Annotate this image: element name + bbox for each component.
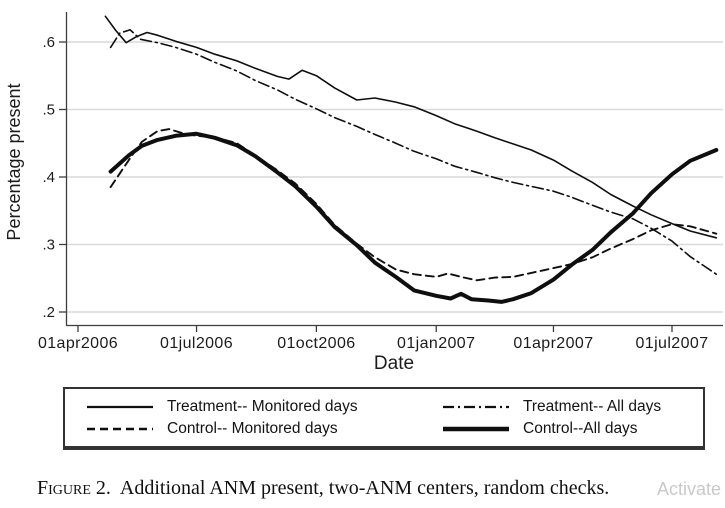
chart-legend: Treatment-- Monitored days Treatment-- A…	[63, 387, 705, 450]
caption-text: Additional ANM present, two-ANM centers,…	[119, 477, 610, 499]
svg-text:.6: .6	[42, 34, 55, 51]
svg-text:01apr2006: 01apr2006	[38, 335, 118, 352]
x-axis-title: Date	[373, 353, 415, 374]
legend-label: Control--All days	[523, 419, 638, 437]
watermark-text: Activate	[656, 479, 721, 499]
y-axis-title: Percentage present	[4, 83, 24, 241]
legend-line-sample-dashed	[87, 427, 153, 430]
legend-item-control-all: Control--All days	[442, 420, 703, 438]
svg-text:.4: .4	[42, 169, 55, 186]
legend-label: Treatment-- Monitored days	[167, 397, 358, 415]
svg-text:01apr2007: 01apr2007	[513, 335, 593, 352]
legend-line-sample-solid	[87, 405, 153, 408]
svg-text:01jan2007: 01jan2007	[397, 335, 475, 352]
figure-number: Figure 2.	[37, 477, 111, 499]
legend-label: Control-- Monitored days	[167, 419, 338, 437]
figure-caption: Figure 2. Additional ANM present, two-ANM…	[37, 477, 725, 500]
legend-item-treatment-all: Treatment-- All days	[442, 398, 703, 416]
legend-label: Treatment-- All days	[523, 397, 662, 415]
svg-text:01oct2006: 01oct2006	[277, 335, 355, 352]
legend-line-sample-thick	[443, 426, 509, 431]
svg-text:.2: .2	[42, 304, 55, 321]
svg-text:01jul2007: 01jul2007	[636, 335, 709, 352]
svg-text:.3: .3	[42, 237, 55, 254]
legend-line-sample-dashdot	[443, 405, 509, 408]
svg-text:.5: .5	[42, 102, 55, 119]
line-chart-plot: .6 .5 .4 .3 .2 01apr2006 01jul2006 01oct2006 01j…	[38, 12, 723, 352]
legend-item-treatment-monitored: Treatment-- Monitored days	[86, 398, 442, 416]
svg-text:01jul2006: 01jul2006	[160, 335, 233, 352]
legend-item-control-monitored: Control-- Monitored days	[86, 420, 442, 438]
